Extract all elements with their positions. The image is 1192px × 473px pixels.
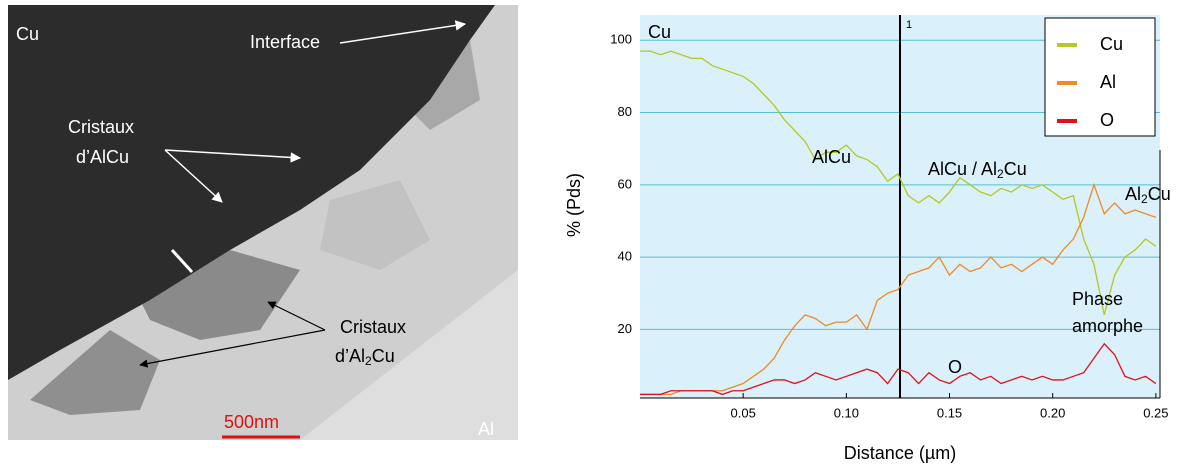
text-part: AlCu / Al: [928, 159, 997, 179]
cursor-label: 1: [906, 19, 912, 31]
x-tick-label: 0.20: [1040, 405, 1065, 420]
arrow: [164, 149, 223, 203]
grain: [300, 270, 518, 440]
text-part: 2: [1141, 192, 1148, 206]
annotation: AlCu / Al2Cu: [928, 159, 1027, 181]
arrow: [164, 149, 302, 163]
legend-label: O: [1100, 110, 1114, 130]
label: Al: [478, 419, 494, 439]
x-tick-label: 0.15: [937, 405, 962, 420]
label: Cristaux: [340, 317, 406, 337]
grain: [30, 330, 160, 415]
y-tick-label: 20: [618, 321, 632, 336]
text-part: Cu: [372, 346, 395, 366]
text-part: Cu: [648, 22, 671, 42]
cu-region: [8, 5, 495, 380]
arrow: [339, 20, 467, 44]
label: Cristaux: [68, 117, 134, 137]
y-axis-label: % (Pds): [564, 173, 584, 237]
arrow: [267, 301, 326, 331]
text-part: O: [948, 357, 962, 377]
micrograph: Cu Interface Cristaux d’AlCu Cristaux d’…: [8, 5, 518, 440]
label: d’AlCu: [76, 147, 129, 167]
text-part: Al: [1125, 184, 1141, 204]
label: Cu: [16, 24, 39, 44]
annotation: amorphe: [1072, 316, 1143, 336]
text-part: amorphe: [1072, 316, 1143, 336]
grain: [140, 250, 300, 340]
text-part: 2: [365, 354, 372, 368]
annotation: Cu: [648, 22, 671, 42]
series-line: [640, 50, 1157, 316]
x-axis-label: Distance (µm): [844, 443, 956, 463]
text-part: Phase: [1072, 289, 1123, 309]
series-line: [640, 182, 1157, 396]
text-part: 2: [997, 167, 1004, 181]
annotation: AlCu: [812, 147, 851, 167]
label: d’Al2Cu: [335, 346, 395, 368]
grain: [320, 180, 430, 270]
arrow: [139, 329, 326, 368]
label: Interface: [250, 32, 320, 52]
legend-box: [1044, 17, 1156, 137]
legend-label: Al: [1100, 72, 1116, 92]
annotation: O: [948, 357, 962, 377]
text-part: d’Al: [335, 346, 365, 366]
scale-label: 500nm: [224, 412, 279, 432]
x-tick-label: 0.05: [731, 405, 756, 420]
y-tick-label: 60: [618, 176, 632, 191]
y-tick-label: 80: [618, 104, 632, 119]
text-part: Cu: [1148, 184, 1171, 204]
text-part: Cu: [1004, 159, 1027, 179]
y-tick-label: 100: [610, 32, 632, 47]
marker: [170, 248, 194, 274]
text-part: AlCu: [812, 147, 851, 167]
x-tick-label: 0.25: [1143, 405, 1168, 420]
annotation: Phase: [1072, 289, 1123, 309]
series-line: [640, 342, 1157, 396]
annotation: Al2Cu: [1125, 184, 1171, 206]
y-tick-label: 40: [618, 249, 632, 264]
legend-label: Cu: [1100, 34, 1123, 54]
x-tick-label: 0.10: [834, 405, 859, 420]
